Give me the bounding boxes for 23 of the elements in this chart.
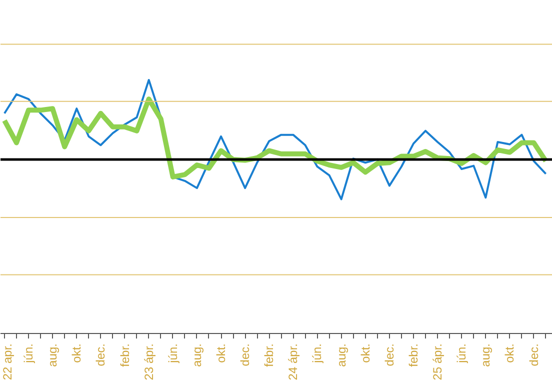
- x-tick-label: jún.: [454, 343, 469, 364]
- x-tick-label: okt.: [502, 344, 517, 363]
- x-tick-label: 23 ápr.: [142, 343, 156, 380]
- x-tick-label: febr.: [406, 343, 420, 367]
- x-tick-label: jún.: [22, 343, 36, 364]
- x-tick-label: aug.: [46, 343, 60, 367]
- x-tick-label: aug.: [190, 343, 204, 367]
- x-tick-label: 24 ápr.: [286, 343, 300, 380]
- x-tick-label: 25 ápr.: [430, 343, 445, 380]
- x-tick-label: febr.: [118, 343, 132, 367]
- x-tick-label: dec.: [382, 343, 396, 366]
- x-tick-label: 22 apr.: [0, 343, 14, 380]
- x-tick-label: dec.: [94, 343, 108, 366]
- x-tick-label: okt.: [358, 344, 372, 363]
- x-tick-label: aug.: [334, 343, 348, 367]
- x-tick-label: jún.: [166, 343, 180, 364]
- x-tick-label: febr.: [262, 343, 276, 367]
- x-tick-label: aug.: [478, 343, 493, 367]
- x-tick-label: dec.: [238, 343, 252, 366]
- x-tick-label: okt.: [214, 344, 228, 363]
- x-tick-label: dec.: [526, 343, 541, 366]
- x-tick-label: okt.: [70, 344, 84, 363]
- x-tick-label: jún.: [310, 343, 324, 364]
